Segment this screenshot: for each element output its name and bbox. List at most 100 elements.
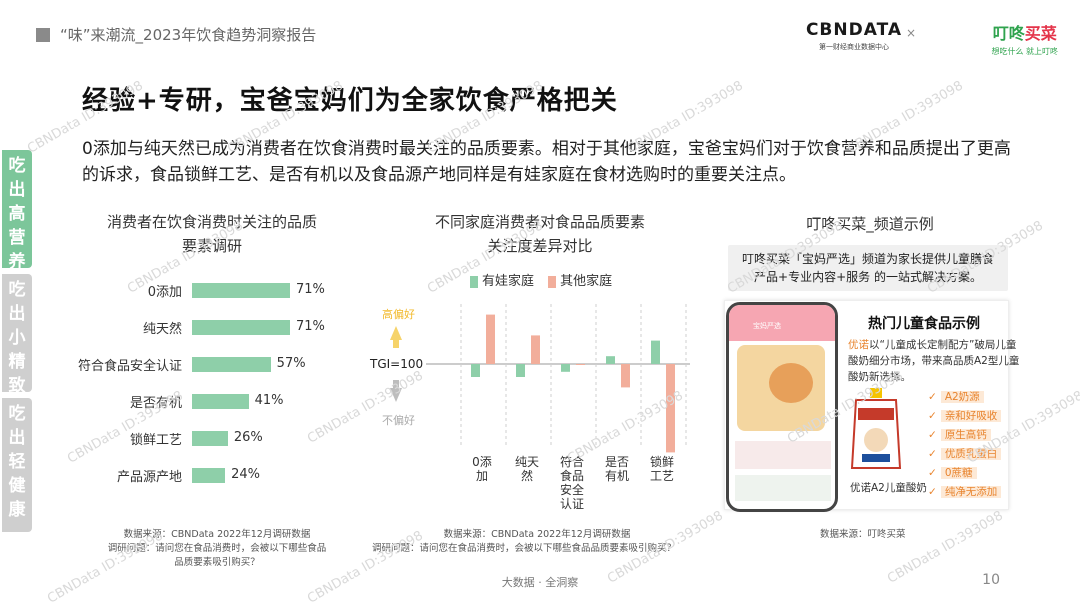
tab-char: 精 (8, 352, 26, 372)
feature-item: ✓ 0蔗糖 (928, 465, 977, 480)
bar-other-family (486, 314, 495, 364)
card-description: 优诺以“儿童成长定制配方”破局儿童酸奶细分市场，带来高品质A2型儿童酸奶新选择。 (848, 337, 1026, 385)
check-icon: ✓ (928, 391, 937, 403)
product-row (735, 441, 831, 469)
brand2-sub: 想吃什么 就上叮咚 (991, 47, 1058, 56)
content-row (735, 475, 831, 501)
tab-char: 出 (8, 304, 26, 324)
phone-mockup: 宝妈严选 (726, 302, 838, 512)
bar-other-family (666, 364, 675, 453)
phone-title: 宝妈严选 (753, 322, 781, 330)
bar-value-label: 24% (231, 467, 261, 482)
bar-value-label: 71% (296, 282, 325, 297)
page-title: 经验+专研，宝爸宝妈们为全家饮食严格把关 (82, 86, 618, 116)
tab-char: 吃 (8, 280, 26, 300)
dingdong-logo: 叮咚买菜 想吃什么 就上叮咚 (991, 20, 1058, 57)
side-tab-refined[interactable]: 吃 出 小 精 致 (2, 274, 32, 396)
tab-char: 高 (8, 204, 26, 224)
partner-separator: × (905, 26, 916, 40)
category-label: 是否 (605, 455, 629, 469)
legend-label: 有娃家庭 (482, 274, 535, 289)
tab-char: 小 (8, 328, 26, 348)
bar-label: 产品源产地 (116, 470, 182, 485)
check-icon: ✓ (928, 429, 937, 441)
tab-char: 出 (8, 428, 26, 448)
bar-with-kids (561, 364, 570, 372)
side-tab-healthy[interactable]: 吃 出 轻 健 康 (2, 398, 32, 532)
feature-label: 纯净无添加 (940, 486, 1002, 498)
feature-item: ✓ 原生高钙 (928, 427, 991, 442)
up-arrow-icon (390, 326, 402, 348)
tab-char: 出 (8, 180, 26, 200)
left-title-line1: 消费者在饮食消费时关注的品质 (106, 213, 317, 231)
bar (192, 283, 290, 298)
check-icon: ✓ (928, 467, 937, 479)
bar-value-label: 26% (233, 430, 263, 445)
middle-source: 数据来源：CBNData 2022年12月调研数据 调研问题：请问您在食品消费时… (372, 528, 702, 556)
down-label: 不偏好 (382, 413, 415, 427)
side-tab-nutrition[interactable]: 吃 出 高 营 养 (2, 150, 32, 272)
channel-description: 叮咚买菜「宝妈严选」频道为家长提供儿童膳食产品+专业内容+服务 的一站式解决方案… (728, 245, 1008, 291)
report-title: “味”来潮流_2023年饮食趋势洞察报告 (60, 26, 317, 44)
left-chart-title: 消费者在饮食消费时关注的品质 要素调研 (82, 210, 342, 258)
source-line: 数据来源：CBNData 2022年12月调研数据 (123, 529, 311, 540)
brand2-a: 叮咚 (992, 24, 1025, 43)
category-label: 锁鲜 (650, 454, 674, 469)
down-arrow-icon (390, 380, 402, 402)
feature-label: A2奶源 (940, 391, 984, 403)
category-label: 然 (521, 468, 533, 483)
left-source: 数据来源：CBNData 2022年12月调研数据 调研问题：请问您在食品消费时… (92, 528, 342, 570)
bar-with-kids (516, 364, 525, 377)
check-icon: ✓ (928, 410, 937, 422)
logo-sub: 第一财经商业数据中心 (818, 43, 889, 51)
category-label: 有机 (605, 469, 629, 483)
category-label: 0添 (472, 455, 492, 469)
logo-text: CBNDATA (805, 20, 902, 40)
middle-chart-title: 不同家庭消费者对食品品质要素 关注度差异对比 (410, 210, 670, 258)
right-section-title: 叮咚买菜_频道示例 (806, 215, 934, 233)
product-label: 优诺A2儿童酸奶 (850, 482, 927, 494)
legend-swatch-pink (548, 275, 557, 288)
bar-value-label: 57% (276, 356, 306, 371)
bar-with-kids (606, 356, 615, 364)
category-label: 认证 (560, 497, 584, 511)
phone-header (729, 305, 835, 341)
header-marker (36, 28, 50, 42)
bar-other-family (576, 364, 585, 365)
tab-char: 吃 (8, 156, 26, 176)
source-line: 调研问题：请问您在食品消费时，会被以下哪些食品 (107, 543, 327, 554)
bar-other-family (621, 364, 630, 388)
cbndata-logo: CBNDATA 第一财经商业数据中心 (806, 20, 902, 52)
category-label: 纯天 (515, 455, 539, 469)
bar-other-family (531, 335, 540, 364)
category-label: 工艺 (650, 469, 674, 483)
feature-item: ✓ A2奶源 (928, 389, 984, 404)
tgi-label: TGI=100 (369, 357, 423, 371)
bar-label: 是否有机 (129, 396, 182, 411)
feature-label: 亲和好吸收 (940, 410, 1002, 422)
feature-label: 优质乳蛋白 (940, 448, 1002, 460)
bar-label: 0添加 (147, 285, 182, 300)
up-label: 高偏好 (382, 307, 415, 321)
feature-item: ✓ 优质乳蛋白 (928, 446, 1002, 461)
bar-label: 纯天然 (142, 322, 182, 337)
bar-label: 符合食品安全认证 (77, 359, 182, 374)
tab-char: 吃 (8, 404, 26, 424)
bar-with-kids (651, 340, 660, 364)
category-label: 食品 (560, 468, 584, 483)
bar (192, 431, 228, 446)
bar (192, 357, 271, 372)
legend-label: 其他家庭 (560, 274, 613, 289)
category-label: 符合 (560, 454, 584, 469)
page-number: 10 (982, 572, 1000, 588)
check-icon: ✓ (928, 448, 937, 460)
bar (192, 320, 290, 335)
brand2-b: 买菜 (1024, 24, 1057, 43)
footer-tagline: 大数据 · 全洞察 (501, 576, 579, 589)
tab-char: 轻 (8, 452, 26, 472)
mid-title-line2: 关注度差异对比 (487, 237, 593, 255)
tab-char: 健 (8, 476, 26, 496)
food-image-detail (769, 363, 813, 403)
mid-title-line1: 不同家庭消费者对食品品质要素 (434, 213, 645, 231)
